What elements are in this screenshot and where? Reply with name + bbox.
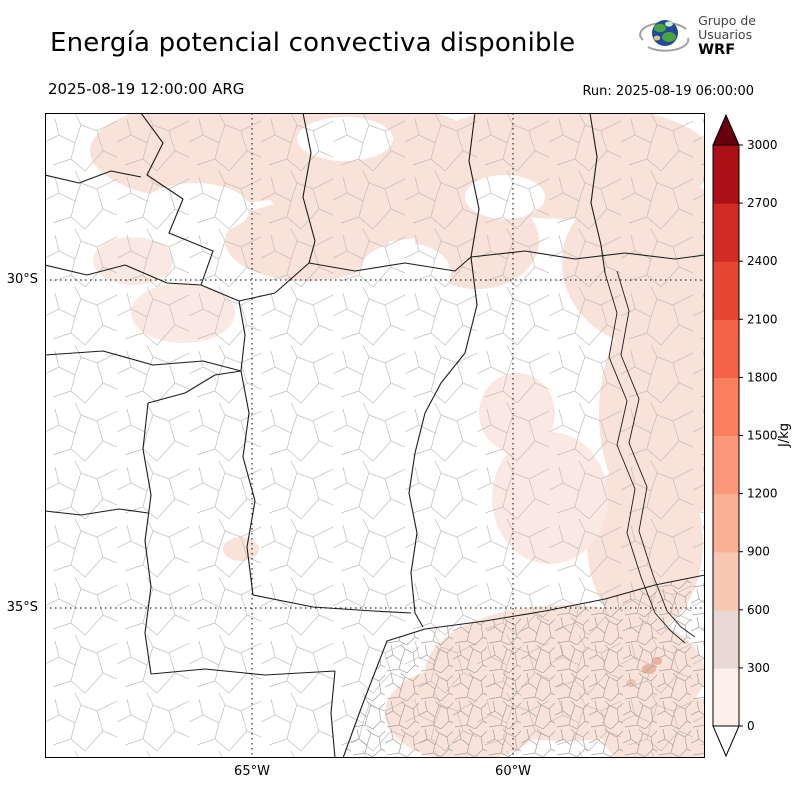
svg-text:2700: 2700 [747, 196, 778, 210]
map-image [45, 113, 705, 758]
colorbar: 0 300 600 900 1200 1500 1800 2100 2400 2700 3000 J/… [712, 113, 800, 758]
svg-text:1800: 1800 [747, 370, 778, 384]
lon-tick-60w: 60°W [495, 764, 531, 779]
figure-title: Energía potencial convectiva disponible [50, 28, 576, 58]
lat-tick-35s: 35°S [6, 600, 38, 615]
svg-text:1500: 1500 [747, 429, 778, 443]
buenos-aires-department-grid [343, 575, 705, 758]
logo-text: Grupo de Usuarios WRF [698, 12, 756, 58]
logo-line-1: Grupo de [698, 12, 756, 28]
svg-text:2400: 2400 [747, 254, 778, 268]
globe-icon [639, 12, 691, 60]
valid-time-label: 2025-08-19 12:00:00 ARG [48, 80, 245, 98]
map-border [45, 113, 705, 758]
lon-tick-65w: 65°W [234, 764, 270, 779]
lat-tick-30s: 30°S [6, 272, 38, 287]
logo-line-2: Usuarios [698, 26, 753, 42]
map-panel [45, 113, 705, 758]
province-borders [45, 113, 705, 758]
svg-text:J/kg: J/kg [777, 423, 792, 448]
svg-text:2100: 2100 [747, 312, 778, 326]
svg-text:900: 900 [747, 545, 770, 559]
latlon-gridlines [45, 113, 705, 758]
logo-line-wrf: WRF [698, 41, 736, 58]
svg-text:3000: 3000 [747, 138, 778, 152]
wrf-users-group-logo: Grupo de Usuarios WRF [639, 12, 756, 60]
svg-text:600: 600 [747, 603, 770, 617]
svg-text:0: 0 [747, 719, 755, 733]
svg-text:300: 300 [747, 661, 770, 675]
svg-text:1200: 1200 [747, 487, 778, 501]
model-run-label: Run: 2025-08-19 06:00:00 [582, 84, 754, 99]
colorbar-scale: 0 300 600 900 1200 1500 1800 2100 2400 2700 3000 J/… [712, 113, 792, 758]
